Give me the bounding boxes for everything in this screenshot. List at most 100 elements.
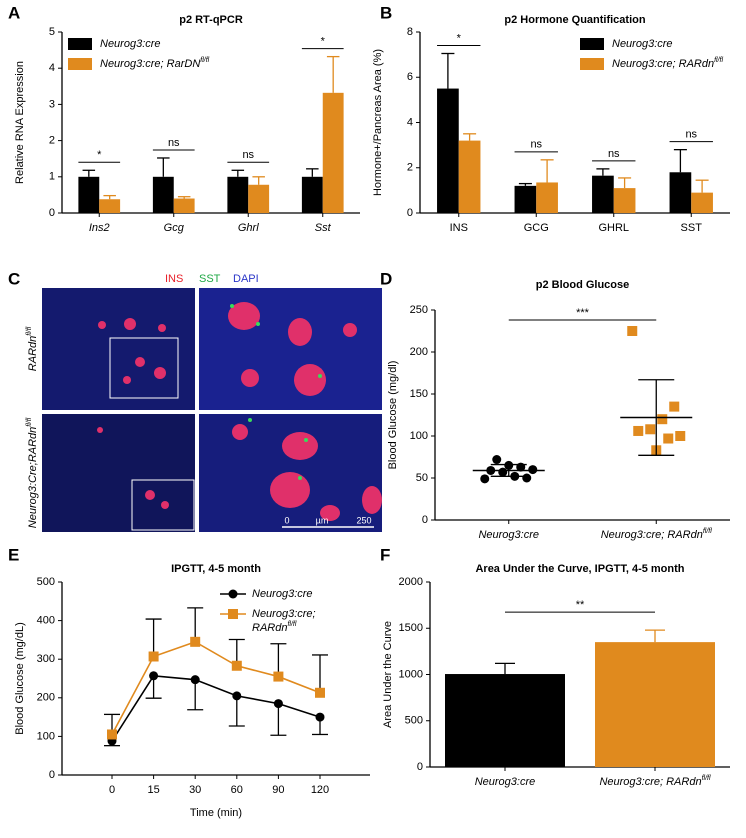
data-point (627, 326, 638, 336)
data-point (273, 671, 284, 682)
significance-label: ** (576, 599, 585, 611)
x-tick-label-text: INS (450, 222, 468, 234)
micrograph (42, 414, 195, 532)
panel-letter: B (380, 3, 392, 22)
x-tick-label: Neurog3:cre; RARdnfl/fl (599, 775, 710, 788)
legend-label-sup: fl/fl (287, 621, 296, 628)
legend-label-text: Neurog3:cre (252, 588, 313, 600)
data-point (645, 424, 656, 435)
panel-letter: F (380, 545, 390, 564)
y-tick-label: 300 (37, 653, 55, 665)
y-tick-label: 200 (37, 692, 55, 704)
legend-label-text: Neurog3:cre (100, 38, 161, 50)
scale-label: 0 (284, 515, 289, 525)
scale-label: 250 (356, 515, 371, 525)
y-tick-label: 100 (37, 730, 55, 742)
x-tick-label-text: Neurog3:cre; RARdn (601, 529, 703, 541)
x-tick-label: 60 (231, 784, 243, 796)
x-axis-label: Time (min) (190, 807, 242, 819)
x-tick-label: 30 (189, 784, 201, 796)
scale-label: µm (316, 515, 329, 525)
bar (669, 172, 692, 213)
x-tick-label-sup: fl/fl (703, 528, 712, 535)
data-point (633, 425, 644, 436)
x-tick-label-text: 120 (311, 784, 329, 796)
legend-label-sup: fl/fl (714, 57, 723, 64)
significance-label: * (457, 32, 462, 44)
x-tick-label-text: 90 (272, 784, 284, 796)
data-point (315, 687, 325, 698)
data-point (480, 474, 490, 484)
x-tick-label-text: Sst (315, 222, 332, 234)
chart-title: Area Under the Curve, IPGTT, 4-5 month (475, 563, 684, 575)
legend-label: Neurog3:cre (252, 588, 313, 600)
y-tick-label: 5 (49, 26, 55, 38)
panel-letter: D (380, 269, 392, 288)
y-axis-label: Blood Glucose (mg/dL) (14, 622, 26, 735)
bar (592, 175, 614, 213)
bar (458, 140, 481, 213)
x-tick-label-text: 60 (231, 784, 243, 796)
data-point (107, 729, 117, 740)
x-tick-label-text: 30 (189, 784, 201, 796)
inset-box (131, 479, 195, 531)
x-tick-label-text: GCG (524, 222, 549, 234)
x-tick-label-text: Gcg (164, 222, 185, 234)
data-point (315, 712, 325, 722)
x-tick-label: 15 (147, 784, 159, 796)
bar (613, 188, 636, 213)
y-tick-label: 150 (410, 388, 428, 400)
legend-swatch (580, 58, 604, 70)
data-point (522, 473, 532, 483)
legend-swatch (68, 38, 92, 50)
significance-label: ns (685, 129, 697, 141)
y-tick-label: 50 (416, 472, 428, 484)
x-tick-label-text: Neurog3:cre (475, 776, 536, 788)
chart-title: p2 RT-qPCR (179, 14, 243, 26)
micrograph (199, 288, 382, 410)
chart-title: p2 Blood Glucose (536, 279, 630, 291)
bar (227, 176, 249, 213)
x-tick-label: Sst (315, 222, 332, 234)
y-tick-label: 6 (407, 71, 413, 83)
y-tick-label: 0 (422, 514, 428, 526)
x-tick-label: SST (681, 222, 703, 234)
legend-swatch (580, 38, 604, 50)
y-tick-label: 4 (407, 116, 413, 128)
legend-marker (228, 609, 238, 619)
y-axis-label: Blood Glucose (mg/dl) (387, 361, 399, 470)
inset-box (109, 337, 179, 399)
x-tick-label: Gcg (164, 222, 185, 234)
x-tick-label-text: 15 (147, 784, 159, 796)
y-tick-label: 2000 (399, 576, 423, 588)
x-tick-label: 120 (311, 784, 329, 796)
y-tick-label: 500 (37, 576, 55, 588)
y-tick-label: 0 (407, 207, 413, 219)
row-label-text: Neurog3:Cre;RARdn (27, 427, 39, 529)
x-tick-label-text: Neurog3:cre; RARdn (599, 776, 701, 788)
significance-label: ns (530, 139, 542, 151)
data-point (528, 465, 538, 475)
bar (173, 198, 195, 213)
bar (445, 674, 565, 767)
y-tick-label: 1000 (399, 668, 423, 680)
x-tick-label-text: 0 (109, 784, 115, 796)
row-label-sup: fl/fl (26, 417, 33, 426)
stain-label: DAPI (233, 273, 259, 285)
x-tick-label: Ghrl (238, 222, 259, 234)
islets (97, 302, 382, 521)
y-tick-label: 4 (49, 62, 55, 74)
legend-label: Neurog3:cre; (252, 608, 316, 620)
legend-label-text: RARdn (252, 622, 287, 634)
bar (99, 199, 121, 213)
x-tick-label: Neurog3:cre; RARdnfl/fl (601, 528, 712, 541)
panel-letter: A (8, 3, 20, 22)
y-axis-label: Area Under the Curve (382, 621, 394, 728)
bar (514, 185, 537, 213)
legend-label-sup: fl/fl (200, 57, 209, 64)
y-tick-label: 0 (417, 761, 423, 773)
y-tick-label: 500 (405, 715, 423, 727)
data-point (675, 431, 686, 441)
